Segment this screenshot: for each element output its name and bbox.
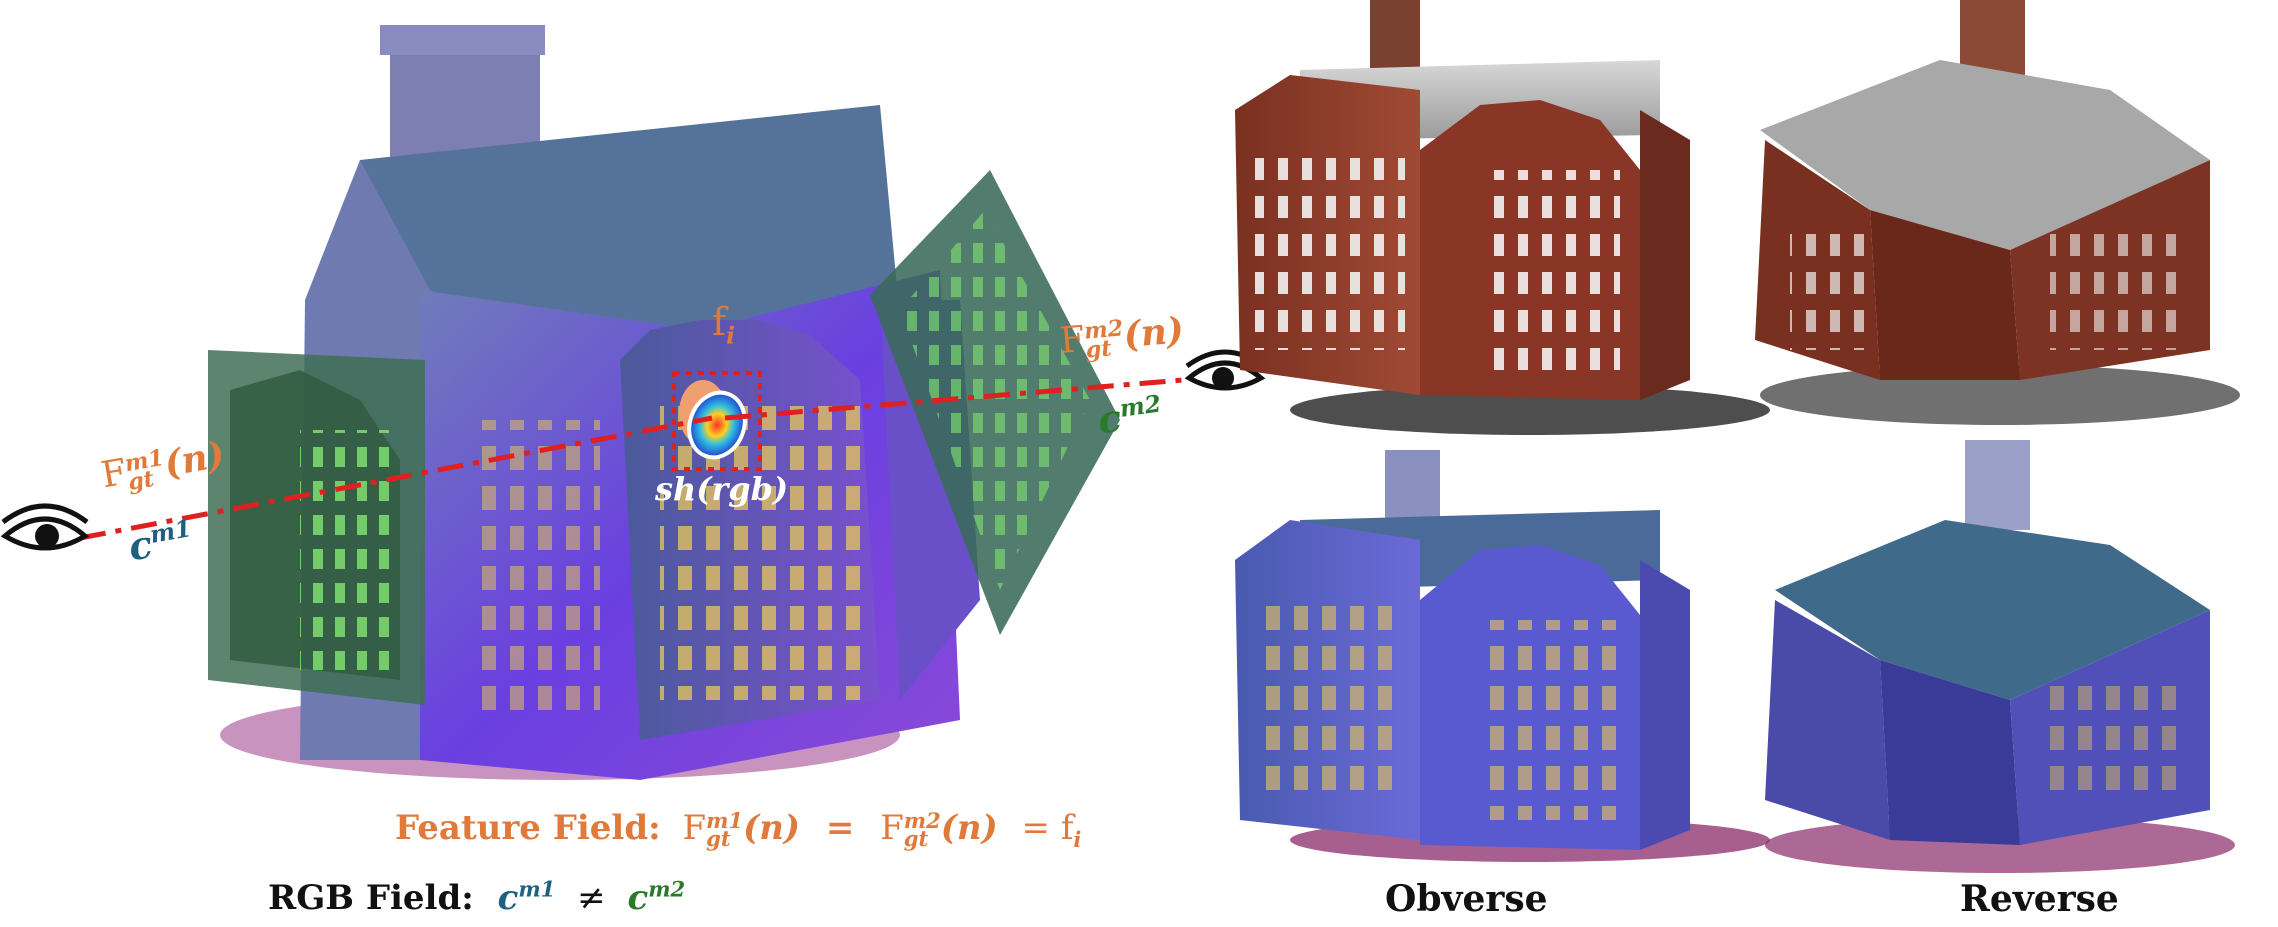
- label-sh-rgb: sh(rgb): [655, 470, 788, 508]
- camera-plane-right: [870, 170, 1120, 635]
- feature-F1-scripts: m1 gt: [706, 808, 744, 851]
- f-i-sub: i: [726, 321, 736, 350]
- feature-equals-1: =: [825, 808, 855, 848]
- label-f-i: fi: [712, 300, 735, 347]
- c-m2-sup: m2: [1117, 389, 1163, 423]
- F-gt-m2-base: F: [1058, 318, 1087, 362]
- feature-field-prefix: Feature Field:: [395, 808, 661, 848]
- f-i-base: f: [712, 300, 727, 344]
- c-m1-sup: m1: [147, 514, 194, 549]
- obverse-feature-render: [1235, 450, 1770, 862]
- feature-F2-sup: m2: [903, 808, 941, 834]
- F-gt-m1-arg: (n): [161, 433, 228, 486]
- label-c-m2: cm2: [1095, 389, 1165, 442]
- feature-F1-base: F: [682, 808, 707, 848]
- rgb-c1-sup: m1: [518, 876, 556, 902]
- feature-F2-base: F: [880, 808, 904, 848]
- F-gt-m1-scripts: m1 gt: [123, 445, 168, 496]
- feature-F2-sub: gt: [903, 826, 929, 851]
- caption-obverse-text: Obverse: [1385, 878, 1548, 920]
- rgb-field-equation: RGB Field: cm1 ≠ cm2: [268, 878, 685, 918]
- feature-F1-sup: m1: [706, 808, 744, 834]
- feature-F2-scripts: m2 gt: [903, 808, 941, 851]
- ray-m1: [79, 415, 713, 541]
- eye-icon: [0, 503, 90, 551]
- feature-F2-arg: (n): [940, 808, 998, 848]
- camera-plane-left: [208, 350, 425, 705]
- rgb-c1-base: c: [497, 878, 519, 918]
- reverse-feature-render: [1765, 440, 2235, 873]
- caption-reverse-text: Reverse: [1960, 878, 2119, 920]
- feature-fi-sub: i: [1073, 826, 1082, 852]
- caption-reverse: Reverse: [1960, 878, 2119, 920]
- obverse-rgb-render: [1235, 0, 1770, 435]
- feature-F1-sub: gt: [706, 826, 731, 851]
- feature-equals-2: = f: [1021, 808, 1074, 848]
- rgb-c2-base: c: [627, 878, 649, 918]
- rgb-field-prefix: RGB Field:: [268, 878, 474, 918]
- gaussian-point: [672, 371, 762, 471]
- F-gt-m2-scripts: m2 gt: [1083, 315, 1125, 363]
- sh-rgb-text: sh(rgb): [655, 470, 789, 508]
- rgb-c2-sup: m2: [648, 876, 686, 902]
- feature-F1-arg: (n): [743, 808, 801, 848]
- F-gt-m2-arg: (n): [1121, 309, 1186, 357]
- rgb-neq: ≠: [577, 878, 606, 918]
- reverse-rgb-render: [1755, 0, 2240, 425]
- caption-obverse: Obverse: [1385, 878, 1548, 920]
